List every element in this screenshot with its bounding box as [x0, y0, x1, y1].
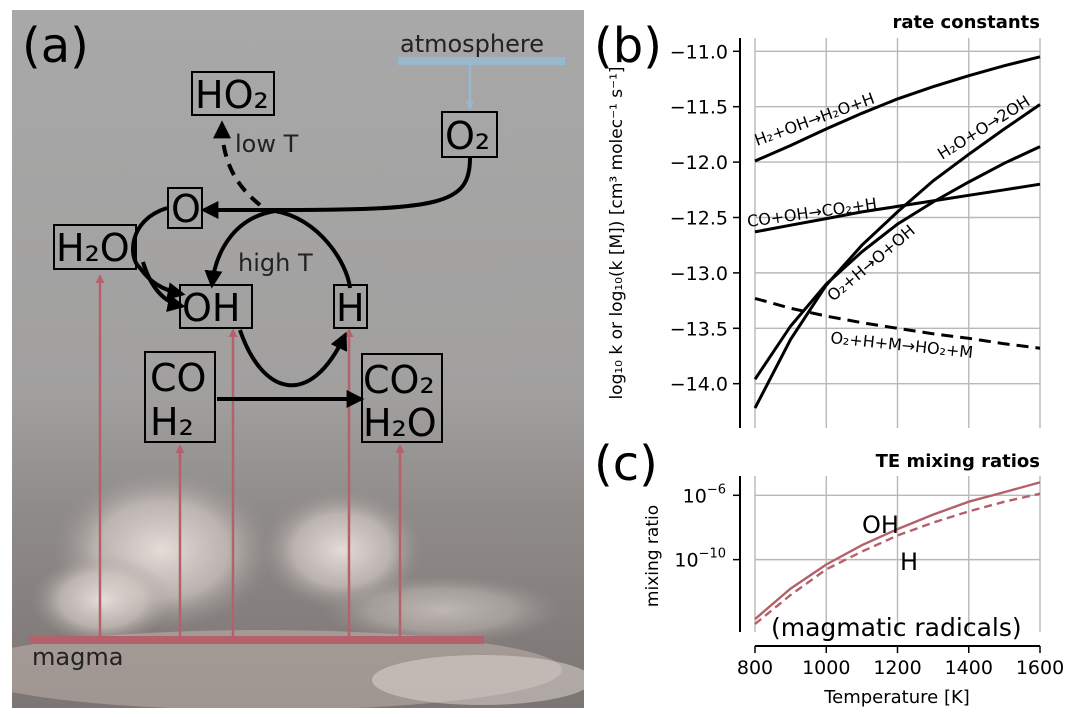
h2-species: H₂: [150, 400, 194, 444]
o-species: O: [171, 187, 201, 231]
panel-b-grid: [754, 38, 1041, 428]
panel-b-ytick-label-6: −11.0: [670, 41, 728, 63]
panel-c: (c) TE mixing ratios 10−10 10−6 800 1000 12…: [594, 436, 1064, 708]
panel-b-ylabel-line1: log₁₀ k or log₁₀(k [M]) [cm³ molec⁻¹ s⁻¹…: [607, 66, 627, 399]
panel-b-title: rate constants: [892, 12, 1040, 33]
panel-c-label: (c): [594, 436, 658, 492]
label-h2-oh: H₂+OH→H₂O+H: [752, 89, 877, 150]
panel-b-series-line-1: [753, 103, 1041, 409]
co-h2-box: [144, 351, 216, 443]
label-o2-h: O₂+H→O+OH: [823, 221, 918, 305]
o2-box: [441, 111, 498, 158]
label-h2o-o: H₂O+O→2OH: [934, 92, 1033, 164]
lava-photo-background: [0, 10, 592, 710]
panel-b: (b) rate constants −14.0−13.5−13.0−12.5−…: [594, 12, 1041, 428]
panel-b-ytick-label-3: −12.5: [670, 207, 728, 229]
panel-c-xtick-label-2: 1200: [873, 657, 921, 679]
h2o-species: H₂O: [56, 226, 130, 270]
magma-label: magma: [32, 643, 123, 671]
oh-to-h-loop-arrow: [238, 329, 348, 388]
panel-a-background: [0, 10, 592, 710]
h2o-product-species: H₂O: [363, 401, 437, 445]
panel-b-ytick-label-5: −11.5: [670, 97, 728, 119]
ho2-box: [191, 71, 275, 116]
panel-b-series-line-4: [754, 296, 1041, 350]
panel-c-xtick-label-3: 1400: [945, 657, 993, 679]
ho2-species: HO₂: [195, 73, 269, 117]
label-h-series: H: [900, 548, 918, 576]
o2-to-o-arrow: [200, 157, 472, 219]
panel-c-x-ticks: 800 1000 1200 1400 1600: [737, 646, 1064, 679]
o2-species: O₂: [445, 114, 490, 158]
panel-b-ytick-label-2: −13.0: [670, 263, 728, 285]
o-plus-h2o-to-oh-arrow: [131, 206, 186, 300]
low-t-label: low T: [235, 130, 299, 158]
high-t-arrow-to-h: [274, 209, 352, 289]
atmosphere-label: atmosphere: [400, 30, 544, 58]
panel-b-series: [753, 55, 1041, 409]
panel-c-grid: [754, 476, 1041, 632]
oh-box: [179, 284, 253, 329]
panel-b-ytick-label-1: −13.5: [670, 318, 728, 340]
label-oh-series: OH: [862, 511, 899, 539]
panel-c-ytick-label-1: 10−6: [683, 482, 726, 507]
h2o-to-oh-arrow: [141, 261, 186, 312]
panel-b-ytick-label-0: −14.0: [670, 374, 728, 396]
h-species: H: [336, 286, 365, 330]
panel-c-xtick-label-1: 1000: [802, 657, 850, 679]
co2-h2o-box: [361, 353, 443, 443]
panel-c-series: [754, 481, 1041, 625]
o-box: [167, 187, 203, 229]
label-o2-h-m: O₂+H+M→HO₂+M: [830, 328, 975, 362]
h2o-box: [53, 224, 137, 270]
panel-b-series-line-0: [754, 55, 1041, 163]
panel-a-label: (a): [22, 18, 89, 74]
panel-c-xtick-label-4: 1600: [1016, 657, 1064, 679]
panel-c-xtick-label-0: 800: [737, 657, 773, 679]
low-t-dashed-arrow-to-ho2: [213, 120, 262, 207]
magmatic-radicals-annotation: (magmatic radicals): [771, 613, 1022, 642]
panel-c-series-line-0: [754, 481, 1041, 621]
panel-b-ytick-label-4: −12.0: [670, 152, 728, 174]
panel-b-series-line-2: [754, 182, 1041, 234]
panel-c-ytick-label-0: 10−10: [674, 547, 726, 572]
co2-species: CO₂: [363, 358, 435, 402]
oh-species: OH: [182, 286, 240, 330]
label-co-oh: CO+OH→CO₂+H: [746, 194, 878, 231]
panel-b-y-ticks: −14.0 −13.5 −13.0 −12.5 −12.0 −11.5 −11.0: [670, 41, 740, 396]
high-t-label: high T: [238, 249, 313, 277]
panel-c-ylabel: mixing ratio: [643, 505, 663, 607]
panel-b-label: (b): [594, 18, 662, 74]
panel-c-xlabel: Temperature [K]: [823, 687, 970, 708]
high-t-arrow-to-oh: [204, 209, 276, 289]
h-box: [333, 284, 368, 329]
panel-c-y-ticks: 10−10 10−6: [674, 482, 740, 572]
panel-a-diagram: (a) atmosphere magma low T high T HO₂ O₂…: [22, 18, 565, 671]
co-species: CO: [150, 356, 206, 400]
panel-c-title: TE mixing ratios: [876, 451, 1040, 472]
